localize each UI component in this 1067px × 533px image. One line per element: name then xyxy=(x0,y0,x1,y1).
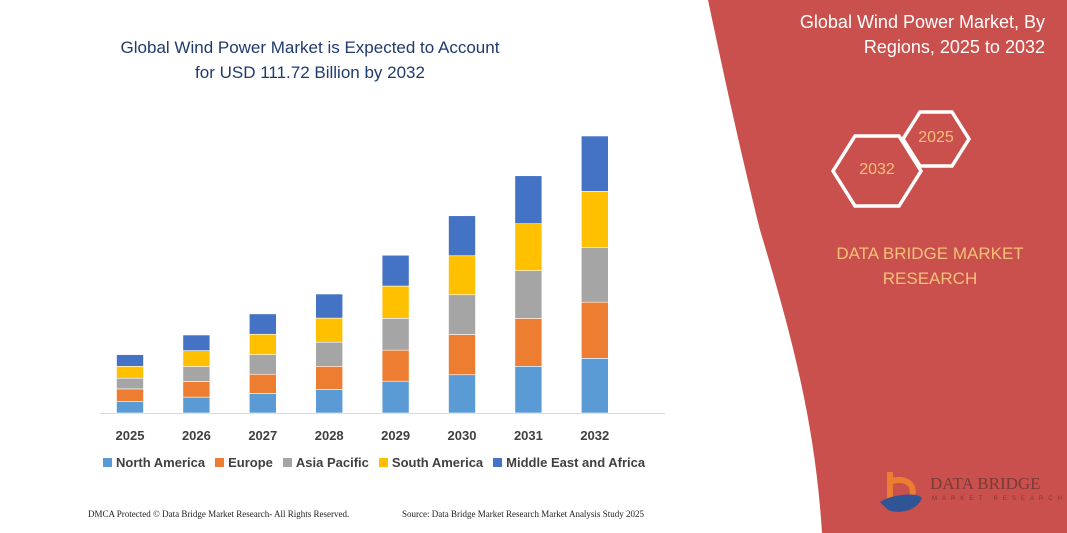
side-panel-shape xyxy=(708,0,1067,533)
bar-segment-2029-middle-east-and-africa xyxy=(381,254,410,287)
legend-label: Middle East and Africa xyxy=(506,455,646,470)
logo-subtitle: MARKET RESEARCH xyxy=(932,496,1067,502)
bar-segment-2026-europe xyxy=(182,381,211,398)
legend-item: Middle East and Africa xyxy=(493,455,645,470)
bar-segment-2032-europe xyxy=(580,301,609,359)
bar-segment-2025-middle-east-and-africa xyxy=(116,354,144,367)
bar-segment-2029-europe xyxy=(381,349,410,382)
logo-icon xyxy=(880,472,922,512)
bar-segment-2030-europe xyxy=(448,334,476,376)
bar-segment-2028-europe xyxy=(315,365,344,390)
bar-segment-2028-middle-east-and-africa xyxy=(315,293,344,319)
footer-copyright: DMCA Protected © Data Bridge Market Rese… xyxy=(88,509,350,519)
hex-label-2032: 2032 xyxy=(859,161,895,178)
x-tick-label: 2027 xyxy=(248,428,277,443)
legend-item: South America xyxy=(378,455,484,470)
bar-segment-2032-north-america xyxy=(580,358,609,414)
bar-segment-2031-europe xyxy=(514,318,543,367)
bar-segment-2025-europe xyxy=(116,388,144,402)
legend-label: Europe xyxy=(228,455,273,470)
legend-label: North America xyxy=(116,455,206,470)
chart-title: Global Wind Power Market is Expected to … xyxy=(120,38,500,82)
bar-segment-2030-asia-pacific xyxy=(448,294,476,335)
x-tick-label: 2031 xyxy=(514,428,543,443)
legend-label: Asia Pacific xyxy=(295,455,369,470)
bar-segment-2027-north-america xyxy=(249,393,277,414)
x-tick-label: 2026 xyxy=(182,428,211,443)
bar-segment-2026-south-america xyxy=(182,350,211,367)
bar-segment-2027-asia-pacific xyxy=(249,354,277,375)
x-ticks: 2025 2026 2027 2028 2029 2030 2031 2032 xyxy=(116,428,610,443)
bar-segment-2030-north-america xyxy=(448,374,476,414)
bar-segment-2029-north-america xyxy=(381,380,410,414)
x-tick-label: 2028 xyxy=(315,428,344,443)
x-tick-label: 2032 xyxy=(580,428,609,443)
side-panel-title: Global Wind Power Market, By Regions, 20… xyxy=(799,12,1045,57)
bar-segment-2030-middle-east-and-africa xyxy=(448,215,476,257)
logo-name: DATA BRIDGE xyxy=(930,474,1041,493)
bar-segment-2025-south-america xyxy=(116,365,144,379)
bar-segment-2026-asia-pacific xyxy=(182,366,211,382)
bar-segment-2032-middle-east-and-africa xyxy=(580,135,609,192)
bar-segment-2025-asia-pacific xyxy=(116,377,144,390)
legend-item: Asia Pacific xyxy=(282,455,369,470)
bar-segment-2031-north-america xyxy=(514,365,543,414)
bar-segment-2031-middle-east-and-africa xyxy=(514,175,543,224)
bar-segment-2026-north-america xyxy=(182,396,211,414)
legend: North America Europe Asia Pacific South Ame… xyxy=(103,455,645,470)
bar-segment-2028-asia-pacific xyxy=(315,341,344,367)
bar-segment-2030-south-america xyxy=(448,255,476,296)
footer-source: Source: Data Bridge Market Research Mark… xyxy=(402,509,644,519)
bar-segment-2026-middle-east-and-africa xyxy=(182,334,211,351)
hex-label-2025: 2025 xyxy=(918,129,954,146)
bars xyxy=(116,135,609,414)
x-tick-label: 2025 xyxy=(116,428,145,443)
bar-segment-2027-south-america xyxy=(249,333,277,355)
bar-segment-2025-north-america xyxy=(116,401,144,414)
hexagon-2025 xyxy=(900,110,972,168)
bar-segment-2028-south-america xyxy=(315,317,344,343)
bar-segment-2031-south-america xyxy=(514,223,543,271)
legend-label: South America xyxy=(391,455,484,470)
legend-swatch xyxy=(215,458,225,467)
legend-swatch xyxy=(378,458,388,467)
bar-segment-2032-asia-pacific xyxy=(580,247,609,303)
bar-segment-2029-south-america xyxy=(381,285,410,319)
bar-segment-2027-europe xyxy=(249,373,277,394)
legend-item: Europe xyxy=(215,455,273,470)
bar-segment-2027-middle-east-and-africa xyxy=(249,313,277,335)
legend-swatch xyxy=(282,458,292,467)
hexagon-2032 xyxy=(830,134,924,208)
legend-item: North America xyxy=(103,455,205,470)
bar-segment-2028-north-america xyxy=(315,389,344,414)
bar-segment-2032-south-america xyxy=(580,191,609,248)
x-tick-label: 2029 xyxy=(381,428,410,443)
bar-segment-2029-asia-pacific xyxy=(381,318,410,351)
brand-text: DATA BRIDGE MARKET RESEARCH xyxy=(836,244,1024,288)
legend-swatch xyxy=(493,458,503,467)
bar-segment-2031-asia-pacific xyxy=(514,270,543,319)
legend-swatch xyxy=(103,458,112,467)
x-tick-label: 2030 xyxy=(448,428,477,443)
